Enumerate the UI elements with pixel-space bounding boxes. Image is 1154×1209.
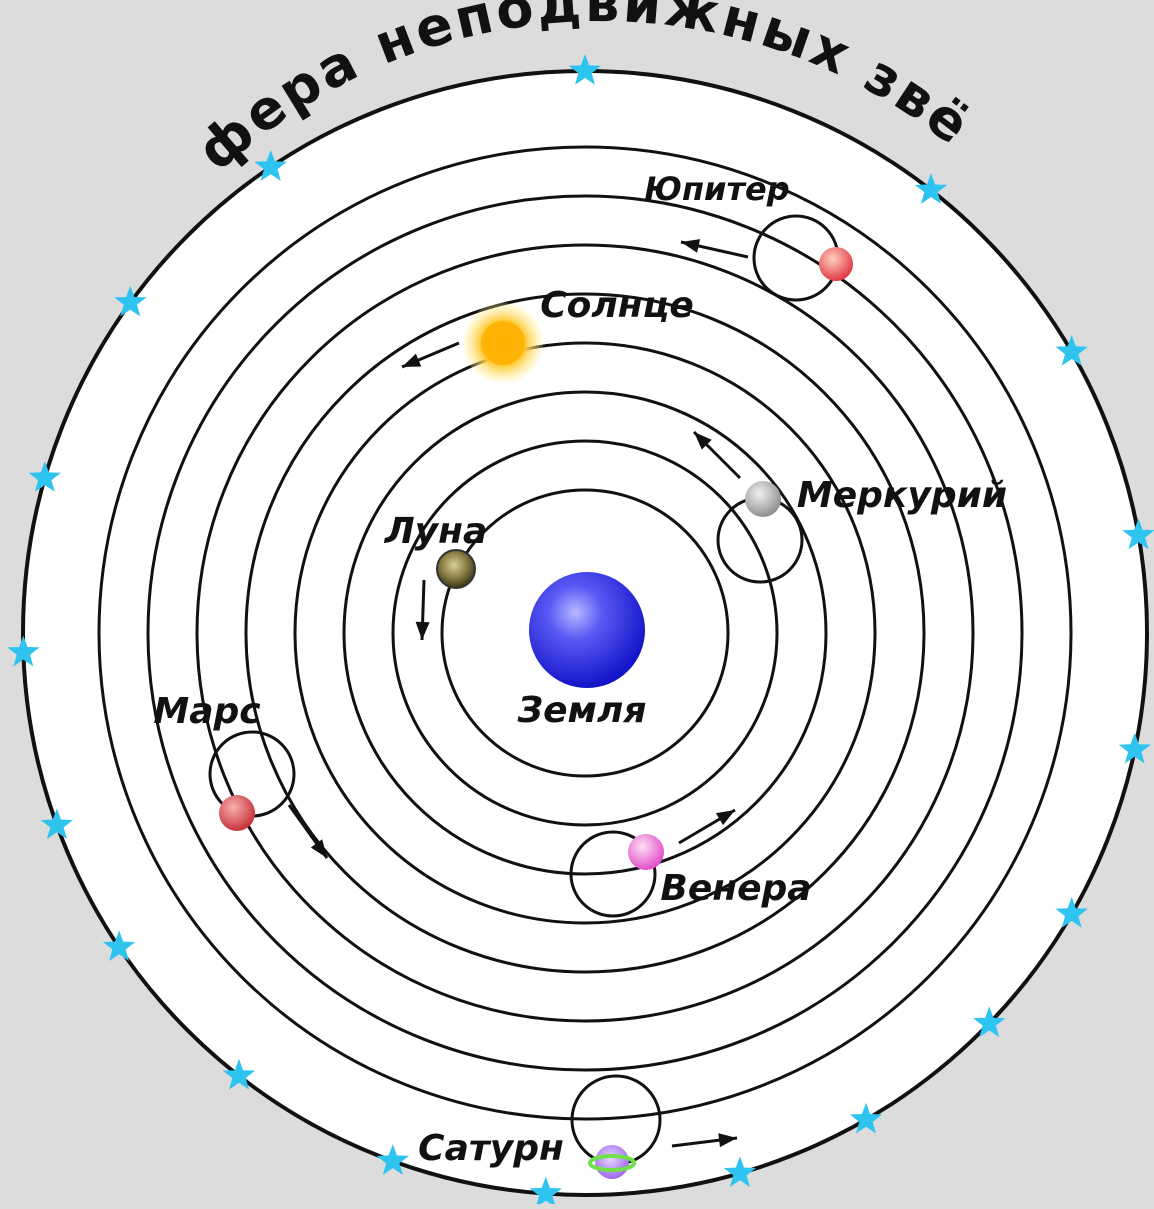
arrow-icon	[692, 430, 742, 480]
motion-arrows	[287, 239, 749, 1148]
mercury-body	[745, 481, 781, 517]
jupiter-label: Юпитер	[644, 170, 789, 208]
star-icon	[849, 1102, 883, 1134]
earth-label: Земля	[517, 690, 647, 731]
orbit-rings	[97, 145, 1073, 1121]
orbit-ring	[244, 292, 926, 974]
star-icon	[102, 930, 136, 961]
star-icon	[7, 635, 40, 667]
arrow-icon	[287, 804, 329, 859]
star-icon	[40, 808, 74, 839]
mercury-label: Меркурий	[797, 475, 1007, 516]
orbit-ring	[146, 194, 1024, 1072]
star-icon	[914, 173, 948, 204]
star-icon	[1118, 732, 1151, 764]
mars-label: Марс	[153, 691, 260, 732]
orbit-ring	[440, 488, 730, 778]
star-icon	[254, 150, 287, 181]
star-icon	[529, 1176, 562, 1208]
star-icon	[1055, 897, 1088, 928]
star-icon	[568, 54, 602, 85]
star-icon	[114, 285, 147, 317]
orbit-ring	[97, 145, 1073, 1121]
orbit-ring	[342, 390, 828, 876]
saturn-ring	[588, 1154, 636, 1172]
saturn-label: Сатурн	[418, 1128, 564, 1169]
venus-body	[628, 834, 664, 870]
sun-body	[481, 321, 525, 365]
venus-epicycle	[569, 830, 657, 918]
star-icon	[1055, 335, 1088, 366]
star-icon	[222, 1058, 256, 1090]
orbit-ring	[293, 341, 877, 925]
fixed-stars	[7, 54, 1154, 1208]
venus-label: Венера	[660, 868, 811, 909]
jupiter-body	[819, 247, 853, 281]
arrow-icon	[671, 1133, 738, 1148]
moon-body	[436, 549, 476, 589]
arrow-icon	[415, 579, 430, 641]
arrow-icon	[680, 239, 749, 259]
star-icon	[28, 461, 61, 492]
star-icon	[723, 1156, 757, 1187]
orbit-ring	[195, 243, 975, 1023]
mars-body	[219, 795, 255, 831]
arrow-icon	[678, 808, 736, 845]
star-icon	[1122, 518, 1154, 550]
star-icon	[376, 1144, 409, 1175]
sun-label: Солнце	[540, 285, 694, 326]
star-icon	[973, 1006, 1006, 1038]
arrow-icon	[401, 341, 460, 369]
orbit-ring	[391, 439, 779, 827]
moon-label: Луна	[384, 511, 488, 552]
saturn-body	[595, 1145, 629, 1179]
earth-body	[529, 572, 645, 688]
